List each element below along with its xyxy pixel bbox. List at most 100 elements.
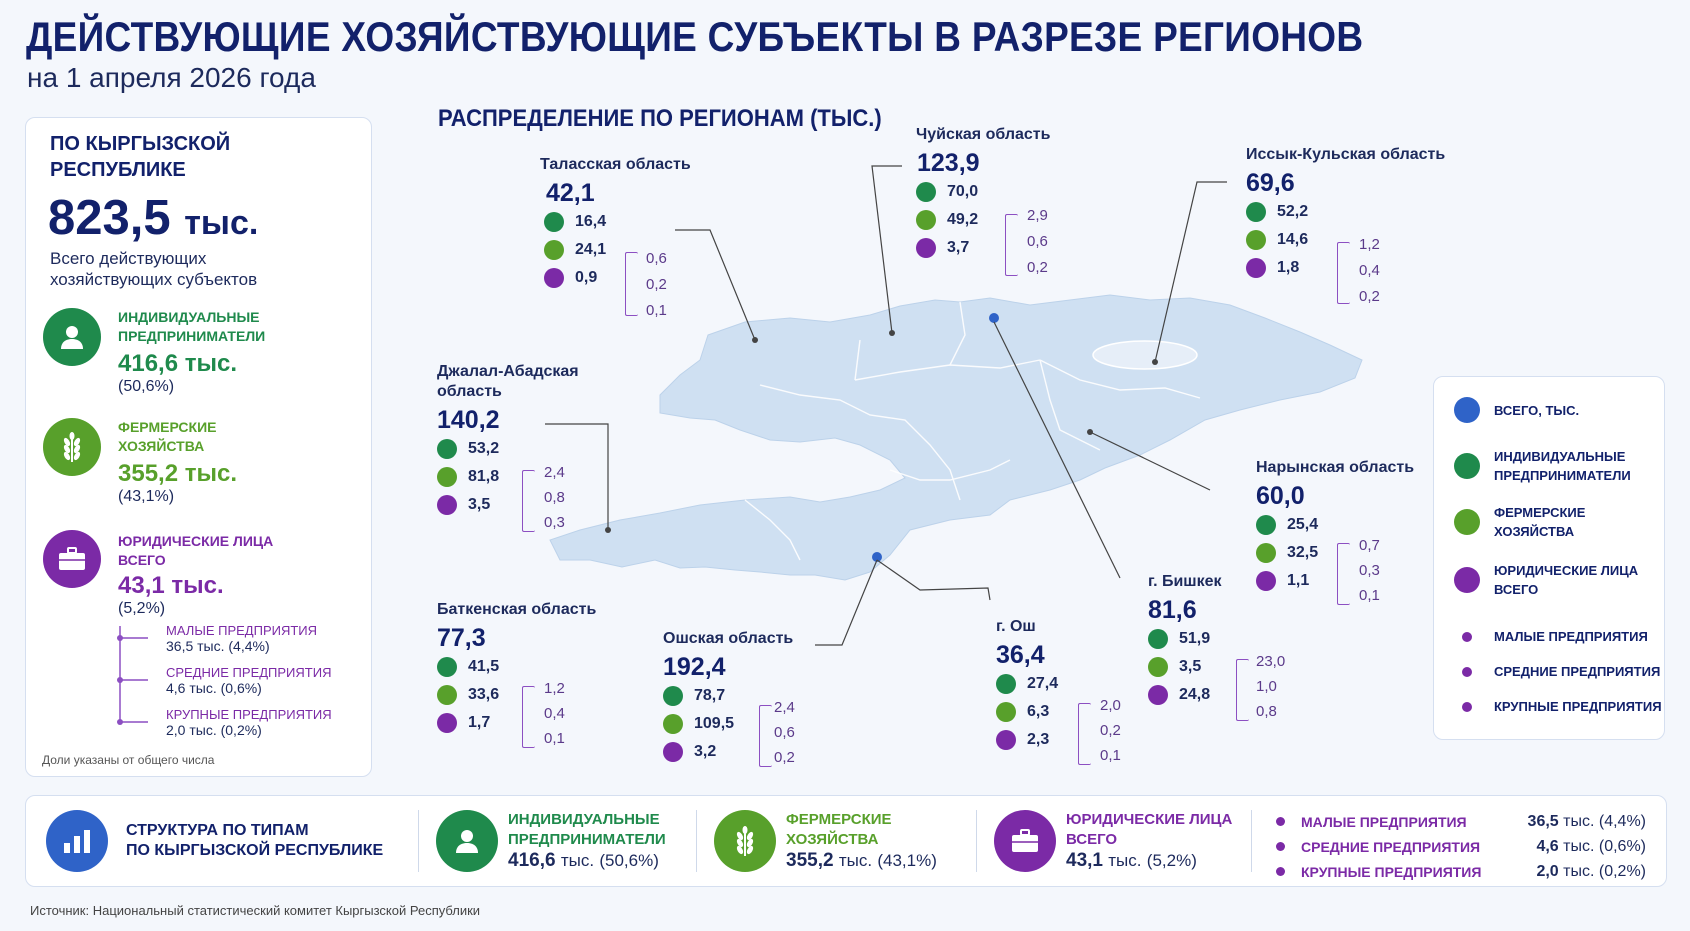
bishkek-medium: 1,0 bbox=[1256, 678, 1277, 695]
wheat-icon bbox=[1454, 509, 1480, 535]
subcategory-tree-lines bbox=[117, 626, 148, 725]
region-value: Иссык-Кульская область bbox=[1246, 146, 1446, 163]
region-value: г. Бишкек bbox=[1148, 573, 1222, 590]
region-value: 32,5 bbox=[1287, 544, 1319, 561]
leader-lines bbox=[545, 165, 1227, 646]
region-value: 0,9 bbox=[575, 269, 598, 286]
person-icon bbox=[544, 212, 564, 232]
briefcase-icon bbox=[996, 730, 1016, 750]
category-legal: ЮРИДИЧЕСКИЕ ЛИЦА ВСЕГО 43,1 тыс. (5,2%) bbox=[118, 533, 274, 617]
batken-small: 1,2 bbox=[544, 680, 565, 697]
region-value: 109,5 bbox=[694, 715, 735, 732]
region-value: 36,4 bbox=[996, 641, 1045, 669]
page-title: ДЕЙСТВУЮЩИЕ ХОЗЯЙСТВУЮЩИЕ СУБЪЕКТЫ В РАЗ… bbox=[26, 14, 1364, 60]
region-value: 14,6 bbox=[1277, 231, 1309, 248]
wheat-icon bbox=[1148, 657, 1168, 677]
wheat-icon bbox=[663, 714, 683, 734]
region-value: Ошская область bbox=[663, 630, 794, 647]
region-value: 33,6 bbox=[468, 686, 500, 703]
issyk-kul-small: 1,2 bbox=[1359, 236, 1380, 253]
region-value: 1,1 bbox=[1287, 572, 1310, 589]
person-icon bbox=[43, 308, 101, 366]
category-farm: ФЕРМЕРСКИЕ ХОЗЯЙСТВА 355,2 тыс. (43,1%) bbox=[118, 419, 237, 505]
purple-dot-icon bbox=[1462, 631, 1472, 642]
subcategory-large: КРУПНЫЕ ПРЕДПРИЯТИЯ 2,0 тыс. (0,2%) bbox=[166, 707, 332, 738]
jalal-abad-medium: 0,8 bbox=[544, 489, 565, 506]
structure-subs: МАЛЫЕ ПРЕДПРИЯТИЯ 36,5 тыс. (4,4%) СРЕДН… bbox=[1276, 809, 1646, 884]
total-value: 823,5 тыс. bbox=[48, 191, 259, 245]
structure-sub-small: МАЛЫЕ ПРЕДПРИЯТИЯ 36,5 тыс. (4,4%) bbox=[1276, 809, 1646, 834]
region-value: 6,3 bbox=[1027, 703, 1050, 720]
region-osh-city: г. Ош 36,4 27,4 6,3 2,3 bbox=[996, 617, 1058, 754]
structure-farm: ФЕРМЕРСКИЕ ХОЗЯЙСТВА 355,2 тыс. (43,1%) bbox=[786, 811, 937, 871]
bracket-osh-oblast bbox=[759, 705, 772, 767]
footnote: Доли указаны от общего числа bbox=[42, 753, 215, 767]
chui-medium: 0,6 bbox=[1027, 233, 1048, 250]
wheat-icon bbox=[544, 240, 564, 260]
region-value: 16,4 bbox=[575, 213, 607, 230]
legend-legal: ЮРИДИЧЕСКИЕ ЛИЦА ВСЕГО bbox=[1454, 561, 1638, 599]
bracket-bishkek bbox=[1236, 659, 1249, 721]
region-value: 42,1 bbox=[546, 179, 595, 207]
region-naryn: Нарынская область 60,0 25,4 32,5 1,1 bbox=[1256, 458, 1414, 595]
region-value: 53,2 bbox=[468, 440, 500, 457]
briefcase-icon bbox=[437, 713, 457, 733]
talas-large: 0,1 bbox=[646, 302, 667, 319]
batken-medium: 0,4 bbox=[544, 705, 565, 722]
person-icon bbox=[1256, 515, 1276, 535]
region-value: 77,3 bbox=[437, 624, 486, 652]
subcategory-medium: СРЕДНИЕ ПРЕДПРИЯТИЯ 4,6 тыс. (0,6%) bbox=[166, 665, 332, 696]
osh-city-large: 0,1 bbox=[1100, 747, 1121, 764]
region-value: 24,1 bbox=[575, 241, 607, 258]
wheat-icon bbox=[437, 467, 457, 487]
person-icon bbox=[437, 657, 457, 677]
wheat-icon bbox=[437, 685, 457, 705]
region-value: 3,7 bbox=[947, 239, 970, 256]
region-value: 3,5 bbox=[1179, 658, 1202, 675]
osh-oblast-large: 0,2 bbox=[774, 749, 795, 766]
category-ip: ИНДИВИДУАЛЬНЫЕ ПРЕДПРИНИМАТЕЛИ 416,6 тыс… bbox=[118, 309, 266, 395]
region-value: 1,7 bbox=[468, 714, 491, 731]
total-dot-icon bbox=[1454, 397, 1480, 423]
chui-large: 0,2 bbox=[1027, 259, 1048, 276]
republic-summary-panel: ПО КЫРГЫЗСКОЙ РЕСПУБЛИКЕ 823,5 тыс. Всег… bbox=[25, 117, 372, 777]
structure-sub-large: КРУПНЫЕ ПРЕДПРИЯТИЯ 2,0 тыс. (0,2%) bbox=[1276, 859, 1646, 884]
briefcase-icon bbox=[544, 268, 564, 288]
person-icon bbox=[437, 439, 457, 459]
bracket-batken bbox=[522, 686, 535, 748]
region-value: 123,9 bbox=[917, 149, 980, 177]
person-icon bbox=[1246, 202, 1266, 222]
region-value: 2,3 bbox=[1027, 731, 1050, 748]
issyk-kul-medium: 0,4 bbox=[1359, 262, 1380, 279]
briefcase-icon bbox=[994, 810, 1056, 872]
region-value: 52,2 bbox=[1277, 203, 1309, 220]
naryn-large: 0,1 bbox=[1359, 587, 1380, 604]
person-icon bbox=[996, 674, 1016, 694]
region-value: 60,0 bbox=[1256, 482, 1305, 510]
issyk-kul-lake bbox=[1092, 340, 1198, 370]
person-icon bbox=[663, 686, 683, 706]
jalal-abad-small: 2,4 bbox=[544, 464, 565, 481]
bracket-talas bbox=[625, 252, 638, 316]
wheat-icon bbox=[714, 810, 776, 872]
structure-band: СТРУКТУРА ПО ТИПАМ ПО КЫРГЫЗСКОЙ РЕСПУБЛИ… bbox=[25, 795, 1667, 887]
region-value: 41,5 bbox=[468, 658, 500, 675]
region-value: 25,4 bbox=[1287, 516, 1319, 533]
osh-city-medium: 0,2 bbox=[1100, 722, 1121, 739]
legend-large: КРУПНЫЕ ПРЕДПРИЯТИЯ bbox=[1454, 697, 1662, 716]
leader-dots bbox=[605, 330, 1158, 533]
briefcase-icon bbox=[43, 530, 101, 588]
region-value: 78,7 bbox=[694, 687, 726, 704]
briefcase-icon bbox=[1148, 685, 1168, 705]
region-issyk-kul: Иссык-Кульская область 69,6 52,2 14,6 1,… bbox=[1246, 145, 1445, 282]
region-value: 24,8 bbox=[1179, 686, 1211, 703]
bishkek-large: 0,8 bbox=[1256, 703, 1277, 720]
legend-total: ВСЕГО, ТЫС. bbox=[1454, 397, 1579, 423]
wheat-icon bbox=[43, 418, 101, 476]
subcategory-small: МАЛЫЕ ПРЕДПРИЯТИЯ 36,5 тыс. (4,4%) bbox=[166, 623, 318, 654]
source-note: Источник: Национальный статистический ко… bbox=[30, 903, 481, 918]
region-value: 70,0 bbox=[947, 183, 979, 200]
region-value: Таласская область bbox=[540, 156, 691, 173]
naryn-small: 0,7 bbox=[1359, 537, 1380, 554]
chui-small: 2,9 bbox=[1027, 207, 1048, 224]
